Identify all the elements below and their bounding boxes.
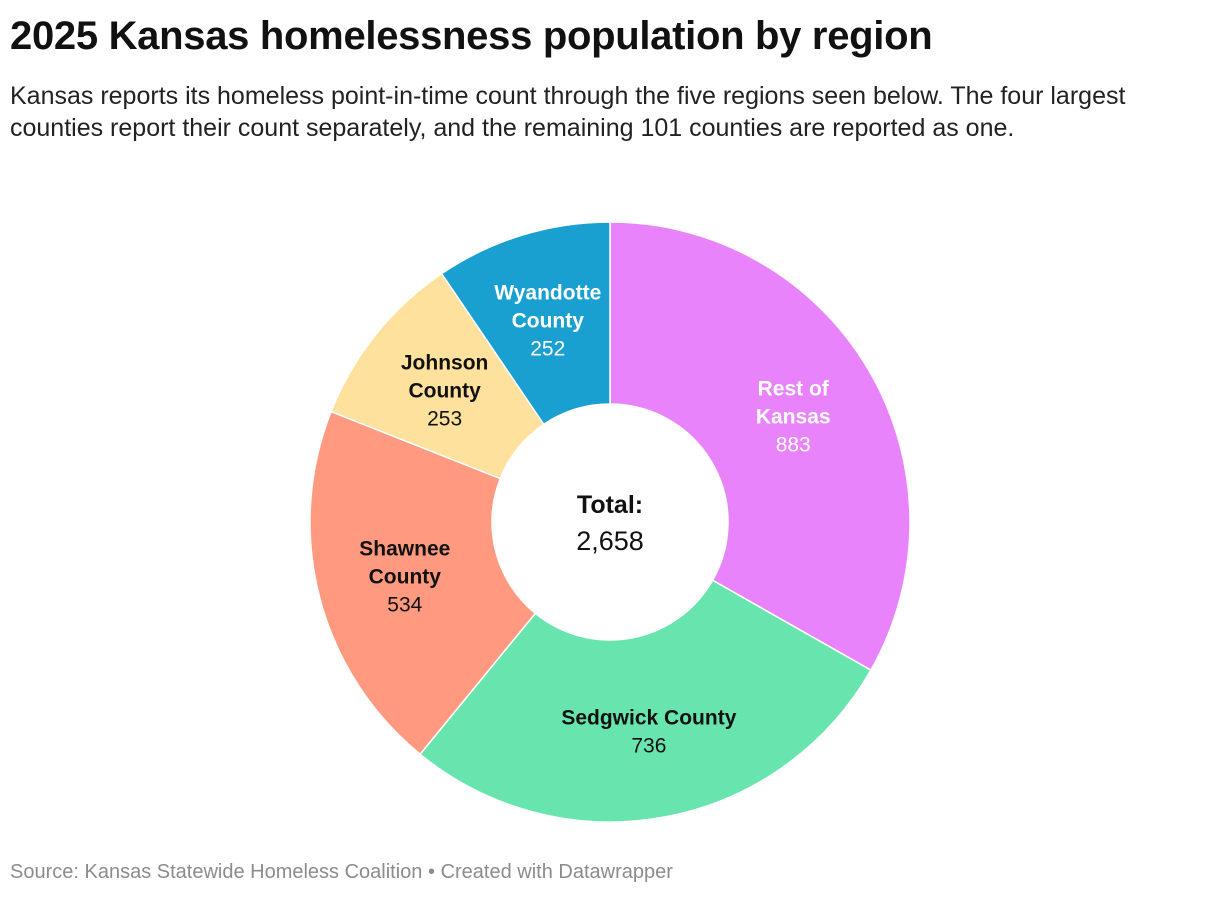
slice-value-shawnee-county: 534 [387, 593, 422, 616]
slice-value-wyandotte-county: 252 [530, 337, 565, 360]
slice-shawnee-county[interactable] [309, 410, 537, 756]
donut-chart: Rest of Kansas 883 Sedgwick County 736 Shawne… [0, 205, 1220, 835]
labels-layer: Rest of Kansas 883 Sedgwick County 736 Shawne… [359, 281, 830, 757]
chart-footer: Source: Kansas Statewide Homeless Coalit… [10, 861, 673, 884]
slice-sedgwick-county[interactable] [419, 579, 872, 823]
slice-name-rest-of-kansas-line-2: Kansas [756, 405, 831, 428]
slice-name-wyandotte-county-line-1: Wyandotte [494, 281, 601, 304]
chart-subtitle: Kansas reports its homeless point-in-tim… [10, 82, 1126, 142]
slice-rest-of-kansas[interactable] [609, 221, 911, 672]
slice-name-sedgwick-county-line-1: Sedgwick County [561, 706, 736, 729]
slice-label-johnson-county: Johnson County 253 [401, 351, 489, 430]
slice-name-shawnee-county-line-2: County [369, 565, 442, 588]
slice-value-rest-of-kansas: 883 [776, 433, 811, 456]
created-with-link[interactable]: Created with Datawrapper [440, 861, 673, 883]
slice-label-sedgwick-county: Sedgwick County 736 [561, 706, 736, 757]
slice-name-shawnee-county-line-1: Shawnee [359, 537, 450, 560]
center-total-value: 2,658 [576, 526, 644, 556]
source-note: Source: Kansas Statewide Homeless Coalit… [10, 861, 423, 883]
footer-separator: • [428, 861, 436, 883]
slice-wyandotte-county[interactable] [440, 221, 611, 426]
slices-layer [309, 221, 911, 823]
slice-name-johnson-county-line-2: County [408, 379, 481, 402]
slice-label-wyandotte-county: Wyandotte County 252 [494, 281, 601, 360]
chart-title: 2025 Kansas homelessness population by r… [10, 14, 933, 58]
slice-value-johnson-county: 253 [427, 407, 462, 430]
center-total-label: Total: [577, 491, 643, 519]
slice-value-sedgwick-county: 736 [631, 734, 666, 757]
slice-label-rest-of-kansas: Rest of Kansas 883 [756, 377, 831, 456]
slice-name-wyandotte-county-line-2: County [512, 309, 585, 332]
slice-johnson-county[interactable] [330, 272, 545, 480]
donut-chart-svg: Rest of Kansas 883 Sedgwick County 736 Shawne… [309, 221, 911, 823]
slice-name-johnson-county-line-1: Johnson [401, 351, 489, 374]
slice-label-shawnee-county: Shawnee County 534 [359, 537, 450, 616]
slice-name-rest-of-kansas-line-1: Rest of [758, 377, 830, 400]
